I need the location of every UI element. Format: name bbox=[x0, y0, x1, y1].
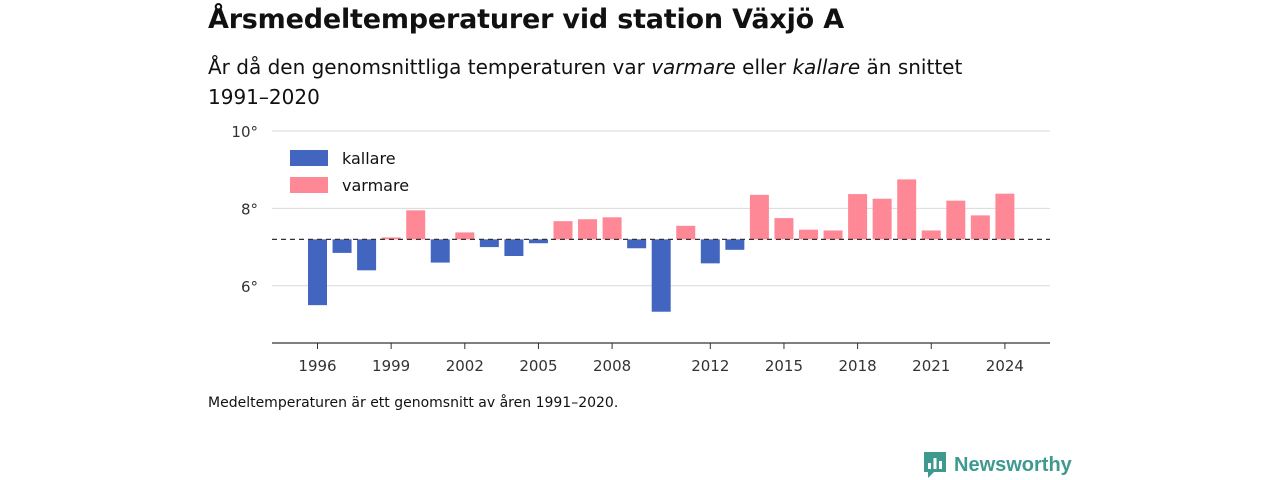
bar-kallare bbox=[528, 239, 548, 244]
subtitle-cold-word: kallare bbox=[792, 55, 861, 79]
y-tick-label: 8° bbox=[241, 200, 258, 218]
x-tick-label: 2024 bbox=[986, 357, 1024, 375]
bar-varmare bbox=[676, 225, 696, 240]
subtitle-text-2: eller bbox=[735, 55, 793, 79]
bar-kallare bbox=[700, 239, 720, 264]
bar-varmare bbox=[553, 221, 573, 240]
x-tick-label: 2012 bbox=[691, 357, 729, 375]
x-tick-label: 1999 bbox=[372, 357, 410, 375]
bar-varmare bbox=[848, 194, 868, 240]
y-tick-label: 10° bbox=[231, 123, 258, 141]
bar-kallare bbox=[357, 239, 377, 271]
bar-varmare bbox=[406, 210, 426, 240]
bar-varmare bbox=[872, 198, 892, 240]
x-tick-label: 2002 bbox=[446, 357, 484, 375]
x-tick-label: 2018 bbox=[839, 357, 877, 375]
legend-label-varmare: varmare bbox=[342, 176, 409, 195]
bar-kallare bbox=[725, 239, 745, 250]
newsworthy-logo-icon bbox=[924, 452, 946, 478]
x-tick-label: 2015 bbox=[765, 357, 803, 375]
bar-varmare bbox=[602, 217, 622, 240]
bar-kallare bbox=[308, 239, 327, 306]
x-tick-label: 2021 bbox=[912, 357, 950, 375]
bar-varmare bbox=[455, 232, 475, 240]
bar-varmare bbox=[897, 179, 917, 240]
bar-varmare bbox=[799, 229, 818, 240]
x-tick-label: 2008 bbox=[593, 357, 631, 375]
legend-label-kallare: kallare bbox=[342, 149, 396, 168]
legend-swatch-kallare bbox=[290, 150, 328, 166]
bar-kallare bbox=[430, 239, 450, 263]
bar-varmare bbox=[921, 230, 941, 240]
brand-name: Newsworthy bbox=[954, 453, 1072, 476]
bar-varmare bbox=[774, 218, 794, 240]
bar-kallare bbox=[332, 239, 352, 253]
bar-varmare bbox=[995, 193, 1015, 240]
bar-varmare bbox=[381, 237, 401, 240]
bar-kallare bbox=[504, 239, 524, 257]
bar-varmare bbox=[946, 200, 966, 240]
bar-kallare bbox=[627, 239, 647, 249]
bar-kallare bbox=[651, 239, 671, 312]
bar-varmare bbox=[749, 194, 769, 240]
brand-logo: Newsworthy bbox=[922, 450, 1072, 480]
x-tick-label: 1996 bbox=[298, 357, 336, 375]
bar-varmare bbox=[970, 215, 990, 240]
footnote: Medeltemperaturen är ett genomsnitt av å… bbox=[208, 395, 619, 411]
subtitle-text-1: År då den genomsnittliga temperaturen va… bbox=[208, 55, 652, 79]
bar-varmare bbox=[823, 230, 843, 240]
bar-varmare bbox=[578, 219, 598, 240]
subtitle-warm-word: varmare bbox=[651, 55, 736, 79]
chart-title: Årsmedeltemperaturer vid station Växjö A bbox=[208, 4, 844, 35]
chart-subtitle: År då den genomsnittliga temperaturen va… bbox=[208, 52, 1028, 112]
bar-kallare bbox=[479, 239, 499, 248]
y-tick-label: 6° bbox=[241, 278, 258, 296]
legend-swatch-varmare bbox=[290, 177, 328, 193]
x-tick-label: 2005 bbox=[519, 357, 557, 375]
bar-chart: 6° 8° 10° 1996 1999 2002 2005 2008 2012 2015 2018 2… bbox=[231, 123, 1050, 375]
subtitle-text-3: än snittet 1991–2020 bbox=[208, 55, 963, 109]
